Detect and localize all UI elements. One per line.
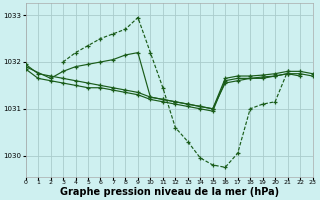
X-axis label: Graphe pression niveau de la mer (hPa): Graphe pression niveau de la mer (hPa) xyxy=(60,187,279,197)
